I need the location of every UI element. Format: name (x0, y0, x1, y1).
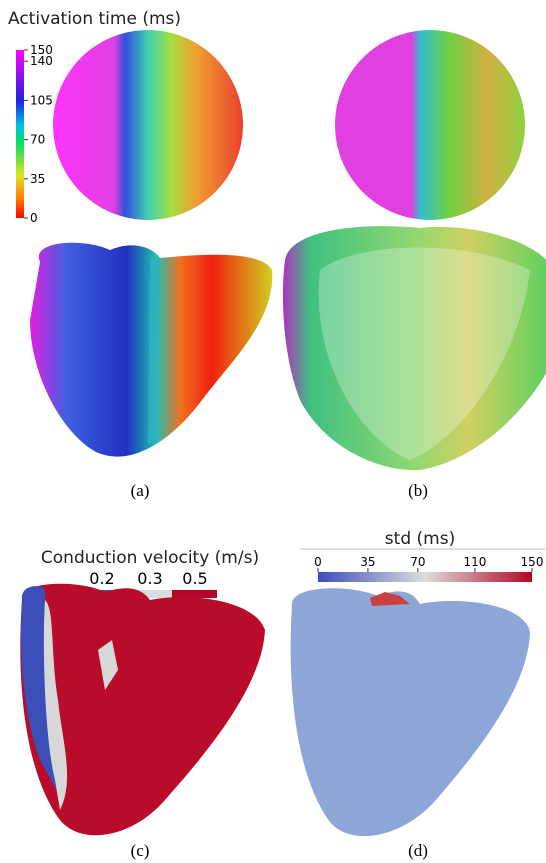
panel-label: (b) (408, 481, 428, 500)
heart-overlay (318, 247, 530, 460)
tick-label: 105 (30, 93, 53, 107)
colorbar (16, 50, 24, 218)
tick-label: 150 (521, 555, 544, 569)
tick-label: 35 (360, 555, 375, 569)
heart-region (370, 592, 410, 606)
tick-label: 110 (463, 555, 486, 569)
heart-mesh (20, 583, 265, 836)
panel-title: Conduction velocity (m/s) (41, 548, 259, 568)
panel-label: (a) (131, 481, 150, 500)
legend-label: 0.3 (137, 569, 162, 588)
tick-label: 35 (30, 172, 45, 186)
tick-label: 150 (30, 43, 53, 57)
heart-region (43, 600, 68, 810)
heart-mesh (290, 588, 530, 837)
legend-label: 0.2 (89, 569, 114, 588)
heart-region (98, 640, 118, 690)
tick-label: 70 (30, 133, 45, 147)
tick-label: 0 (30, 211, 38, 225)
legend-swatch (127, 590, 172, 598)
colorbar (318, 572, 532, 582)
tick-label: 140 (30, 54, 53, 68)
panel-title: Activation time (ms) (8, 9, 181, 29)
legend-swatch (172, 590, 217, 598)
heart-mesh (282, 226, 546, 471)
panel-title: std (ms) (385, 529, 455, 549)
legend-label: 0.5 (182, 569, 207, 588)
tick-label: 0 (314, 555, 322, 569)
disk (335, 30, 525, 220)
panel-label: (d) (408, 841, 428, 860)
tick-label: 70 (410, 555, 425, 569)
colorbar-ticks: 0 35 70 110 150 (314, 555, 543, 572)
septum (148, 258, 160, 445)
disk (53, 30, 243, 220)
panel-label: (c) (131, 841, 150, 860)
